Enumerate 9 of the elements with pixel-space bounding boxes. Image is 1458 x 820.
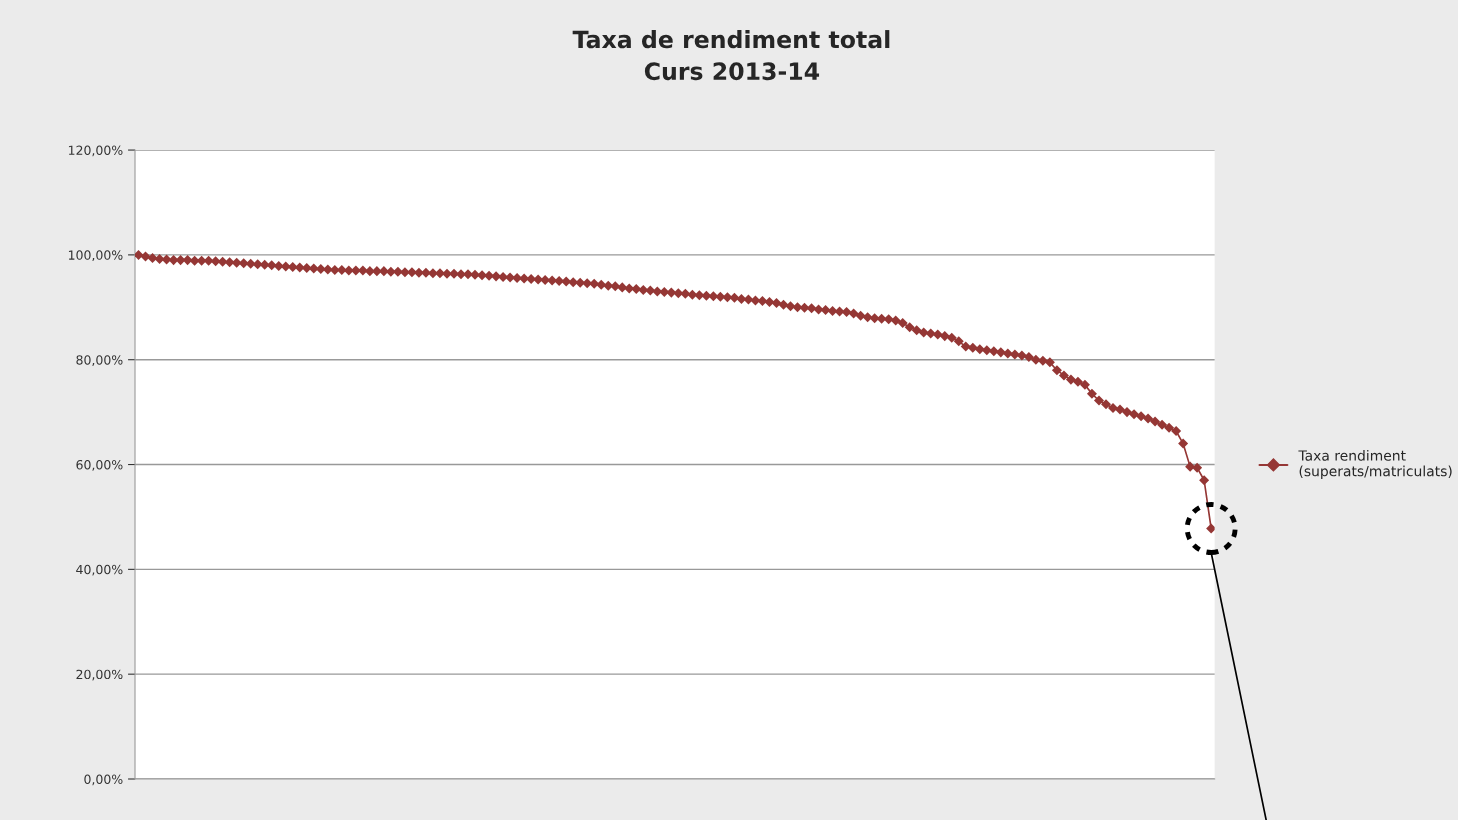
chart-title: Taxa de rendiment total Curs 2013-14 — [572, 30, 890, 81]
legend-label: Taxa rendiment (superats/matriculats) — [1298, 450, 1452, 480]
y-tick-label: 100,00% — [68, 250, 123, 262]
y-tick-label: 40,00% — [76, 564, 123, 576]
y-tick-label: 60,00% — [76, 460, 123, 471]
y-tick-label: 0,00% — [84, 774, 123, 786]
y-tick-label: 20,00% — [76, 669, 123, 681]
y-tick-label: 120,00% — [68, 145, 123, 157]
y-tick-label: 80,00% — [76, 355, 123, 366]
